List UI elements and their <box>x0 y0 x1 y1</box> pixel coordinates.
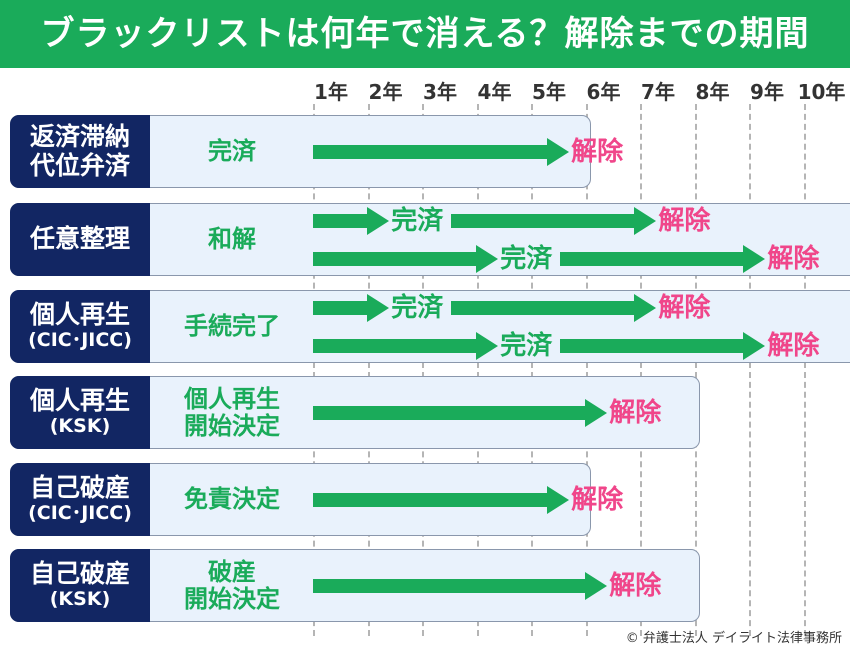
row-label-line: 個人再生 <box>29 386 130 416</box>
release-label: 解除 <box>609 570 662 601</box>
row-status: 免責決定 <box>150 463 314 536</box>
timeline-arrow <box>313 294 390 322</box>
year-gridline <box>585 104 588 636</box>
year-gridline <box>422 104 424 636</box>
timeline-arrow <box>560 332 766 360</box>
paid-off-label: 完済 <box>391 293 444 323</box>
year-label: 1年 <box>314 80 348 104</box>
row-label-line: (KSK) <box>49 587 111 610</box>
timeline-arrow <box>313 137 570 166</box>
row-status: 個人再生 開始決定 <box>150 376 314 449</box>
row-label-line: 任意整理 <box>29 224 130 254</box>
timeline-arrow <box>313 245 499 273</box>
year-gridline <box>531 104 533 636</box>
row-label-line: (KSK) <box>49 414 111 437</box>
paid-off-label: 完済 <box>500 331 553 361</box>
release-label: 解除 <box>571 484 624 515</box>
row-label: 任意整理 <box>10 203 150 276</box>
row-label-line: 返済滞納 <box>29 121 130 151</box>
year-label: 2年 <box>368 80 403 104</box>
row-status-line: 手続完了 <box>184 312 280 341</box>
header-banner: ブラックリストは何年で消える？解除までの期間 <box>0 0 850 68</box>
row-status-line: 開始決定 <box>184 411 280 440</box>
year-label: 10年 <box>797 80 846 104</box>
copyright-credit: © 弁護士法人 デイライト法律事務所 <box>625 631 842 646</box>
release-label: 解除 <box>658 293 711 323</box>
row-status: 和解 <box>150 203 314 276</box>
year-label: 7年 <box>641 80 675 104</box>
paid-off-label: 完済 <box>500 244 553 274</box>
row-label-line: 個人再生 <box>29 300 130 330</box>
year-label: 8年 <box>695 80 730 104</box>
row-label: 返済滞納 代位弁済 <box>10 115 150 188</box>
timeline-arrow <box>313 398 608 427</box>
year-gridline <box>367 104 370 636</box>
row-status: 手続完了 <box>150 290 314 363</box>
row-status-line: 完済 <box>208 137 256 166</box>
row-status-line: 個人再生 <box>184 385 280 414</box>
page-title: ブラックリストは何年で消える？解除までの期間 <box>40 14 810 54</box>
release-label: 解除 <box>571 136 624 167</box>
year-label: 4年 <box>477 80 512 104</box>
timeline-arrow <box>313 485 570 514</box>
timeline-arrow <box>451 207 657 235</box>
timeline-arrow <box>451 294 657 322</box>
timeline-arrow <box>313 571 608 600</box>
row-label-line: (CIC･JICC) <box>28 501 132 524</box>
paid-off-label: 完済 <box>391 206 444 236</box>
release-label: 解除 <box>767 331 820 361</box>
row-status: 破産 開始決定 <box>150 549 314 622</box>
row-label: 自己破産 (KSK) <box>10 549 150 622</box>
year-label: 3年 <box>423 80 457 104</box>
year-label: 9年 <box>750 80 784 104</box>
row-status: 完済 <box>150 115 314 188</box>
row-status-line: 免責決定 <box>184 485 280 514</box>
timeline-arrow <box>560 245 766 273</box>
row-label: 自己破産 (CIC･JICC) <box>10 463 150 536</box>
release-label: 解除 <box>767 244 820 274</box>
row-label: 個人再生 (CIC･JICC) <box>10 290 150 363</box>
year-gridline <box>803 104 806 636</box>
year-gridline <box>313 104 315 636</box>
release-label: 解除 <box>658 206 711 236</box>
year-label: 5年 <box>532 80 566 104</box>
row-status-line: 開始決定 <box>184 584 280 613</box>
year-label: 6年 <box>586 80 621 104</box>
timeline-arrow <box>313 332 499 360</box>
row-label-line: (CIC･JICC) <box>28 328 132 351</box>
row-label-line: 自己破産 <box>29 473 130 503</box>
row-label-line: 代位弁済 <box>29 150 130 180</box>
year-gridline <box>694 104 697 636</box>
year-gridline <box>640 104 642 636</box>
row-status-line: 和解 <box>208 225 256 254</box>
row-label-line: 自己破産 <box>29 559 130 589</box>
release-label: 解除 <box>609 397 662 428</box>
timeline-arrow <box>313 207 390 235</box>
row-label: 個人再生 (KSK) <box>10 376 150 449</box>
year-gridline <box>476 104 479 636</box>
row-status-line: 破産 <box>208 558 256 587</box>
year-gridline <box>749 104 751 636</box>
